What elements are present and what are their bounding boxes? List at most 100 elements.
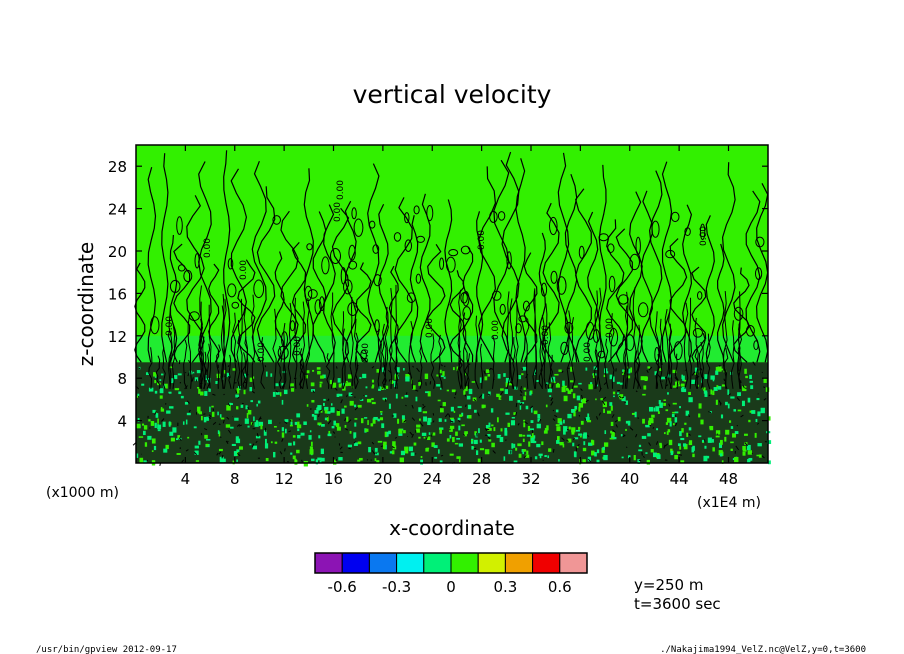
contour-fragment xyxy=(409,431,413,436)
contour-fragment xyxy=(301,459,303,463)
fine-cell xyxy=(320,409,323,413)
fine-cell xyxy=(672,411,675,414)
fine-cell xyxy=(518,374,522,380)
contour-loop xyxy=(448,249,459,257)
fine-cell xyxy=(324,409,328,414)
fine-cell xyxy=(449,425,455,429)
fine-cell xyxy=(281,399,284,405)
contour-fragment xyxy=(577,443,580,447)
contour-line xyxy=(564,174,578,363)
fine-cell xyxy=(580,420,584,425)
fine-cell xyxy=(323,398,326,401)
contour-line xyxy=(282,323,287,389)
fine-cell xyxy=(742,449,747,452)
fine-cell xyxy=(442,402,446,407)
fine-cell xyxy=(348,392,353,397)
lower-field xyxy=(136,335,772,467)
fine-cell xyxy=(399,457,405,463)
contour-line xyxy=(640,190,653,363)
fine-cell xyxy=(391,450,395,455)
fine-cell xyxy=(446,389,450,392)
fine-cell xyxy=(431,442,435,447)
contour-label: 0.00 xyxy=(293,336,303,356)
contour-line xyxy=(547,322,552,389)
contour-label: 0.00 xyxy=(333,202,343,222)
contour-line xyxy=(550,354,554,389)
contour-fragment xyxy=(236,453,241,457)
fine-cell xyxy=(396,367,400,373)
fine-cell xyxy=(505,412,510,415)
contour-fragment xyxy=(221,454,224,459)
fine-cell xyxy=(236,459,238,462)
fine-cell xyxy=(504,430,508,436)
fine-cell xyxy=(585,367,588,371)
fine-cell xyxy=(306,404,309,407)
fine-cell xyxy=(756,454,760,457)
contour-loop xyxy=(625,334,635,352)
annotation-t: t=3600 sec xyxy=(634,595,721,613)
fine-cell xyxy=(660,403,663,405)
fine-cell xyxy=(529,391,532,396)
contour-fragment xyxy=(657,374,662,379)
fine-cell xyxy=(710,375,715,380)
contour-fragment xyxy=(614,419,618,423)
fine-cell xyxy=(709,426,714,431)
x-tick-label: 12 xyxy=(275,470,294,488)
contour-fragment xyxy=(585,399,589,403)
fine-cell xyxy=(252,376,255,379)
fine-cell xyxy=(730,396,735,399)
colorbar-swatch xyxy=(314,552,343,574)
y-tick-label: 4 xyxy=(117,413,127,431)
contour-line xyxy=(668,312,673,389)
fine-cell xyxy=(556,440,560,444)
fine-cell xyxy=(609,402,613,406)
fine-cell xyxy=(641,435,647,439)
fine-cell xyxy=(309,446,312,449)
contour-fragment xyxy=(453,396,456,399)
fine-cell xyxy=(449,453,454,456)
fine-cell xyxy=(354,422,357,427)
fine-cell xyxy=(236,388,240,394)
fine-cell xyxy=(631,412,636,415)
fine-cell xyxy=(581,398,587,404)
contour-fragment xyxy=(227,403,231,407)
fine-cell xyxy=(474,409,477,413)
contour-label: 0.00 xyxy=(699,226,709,246)
fine-cell xyxy=(169,406,174,409)
fine-cell xyxy=(225,424,231,428)
fine-cell xyxy=(719,453,723,457)
fine-cell xyxy=(254,422,259,427)
fine-cell xyxy=(160,407,163,411)
fine-cell xyxy=(698,413,701,418)
fine-cell xyxy=(504,389,508,395)
contour-fragment xyxy=(487,393,491,396)
fine-cell xyxy=(206,416,209,421)
fine-cell xyxy=(250,400,254,403)
contour-line xyxy=(594,290,599,389)
fine-cell xyxy=(252,445,258,450)
contour-fragment xyxy=(621,396,625,399)
fine-cell xyxy=(347,374,353,379)
contour-line xyxy=(230,168,248,363)
contour-fragment xyxy=(188,359,191,363)
fine-cell xyxy=(219,456,224,463)
fine-cell xyxy=(357,441,362,445)
fine-cell xyxy=(268,419,272,425)
fine-cell xyxy=(177,435,181,439)
fine-cell xyxy=(515,447,518,451)
contour-line xyxy=(228,354,232,389)
fine-cell xyxy=(320,423,325,427)
contour-label: 0.00 xyxy=(361,343,371,363)
contour-fragment xyxy=(603,381,607,385)
fine-cell xyxy=(510,420,516,426)
fine-cell xyxy=(609,437,614,440)
fine-cell xyxy=(329,379,332,385)
fine-cell xyxy=(456,456,461,459)
fine-cell xyxy=(682,443,687,447)
fine-cell xyxy=(136,395,139,398)
fine-cell xyxy=(403,368,405,371)
contour-fragment xyxy=(561,437,565,441)
fine-cell xyxy=(454,442,459,445)
fine-cell xyxy=(361,418,364,424)
fine-cell xyxy=(745,375,748,379)
